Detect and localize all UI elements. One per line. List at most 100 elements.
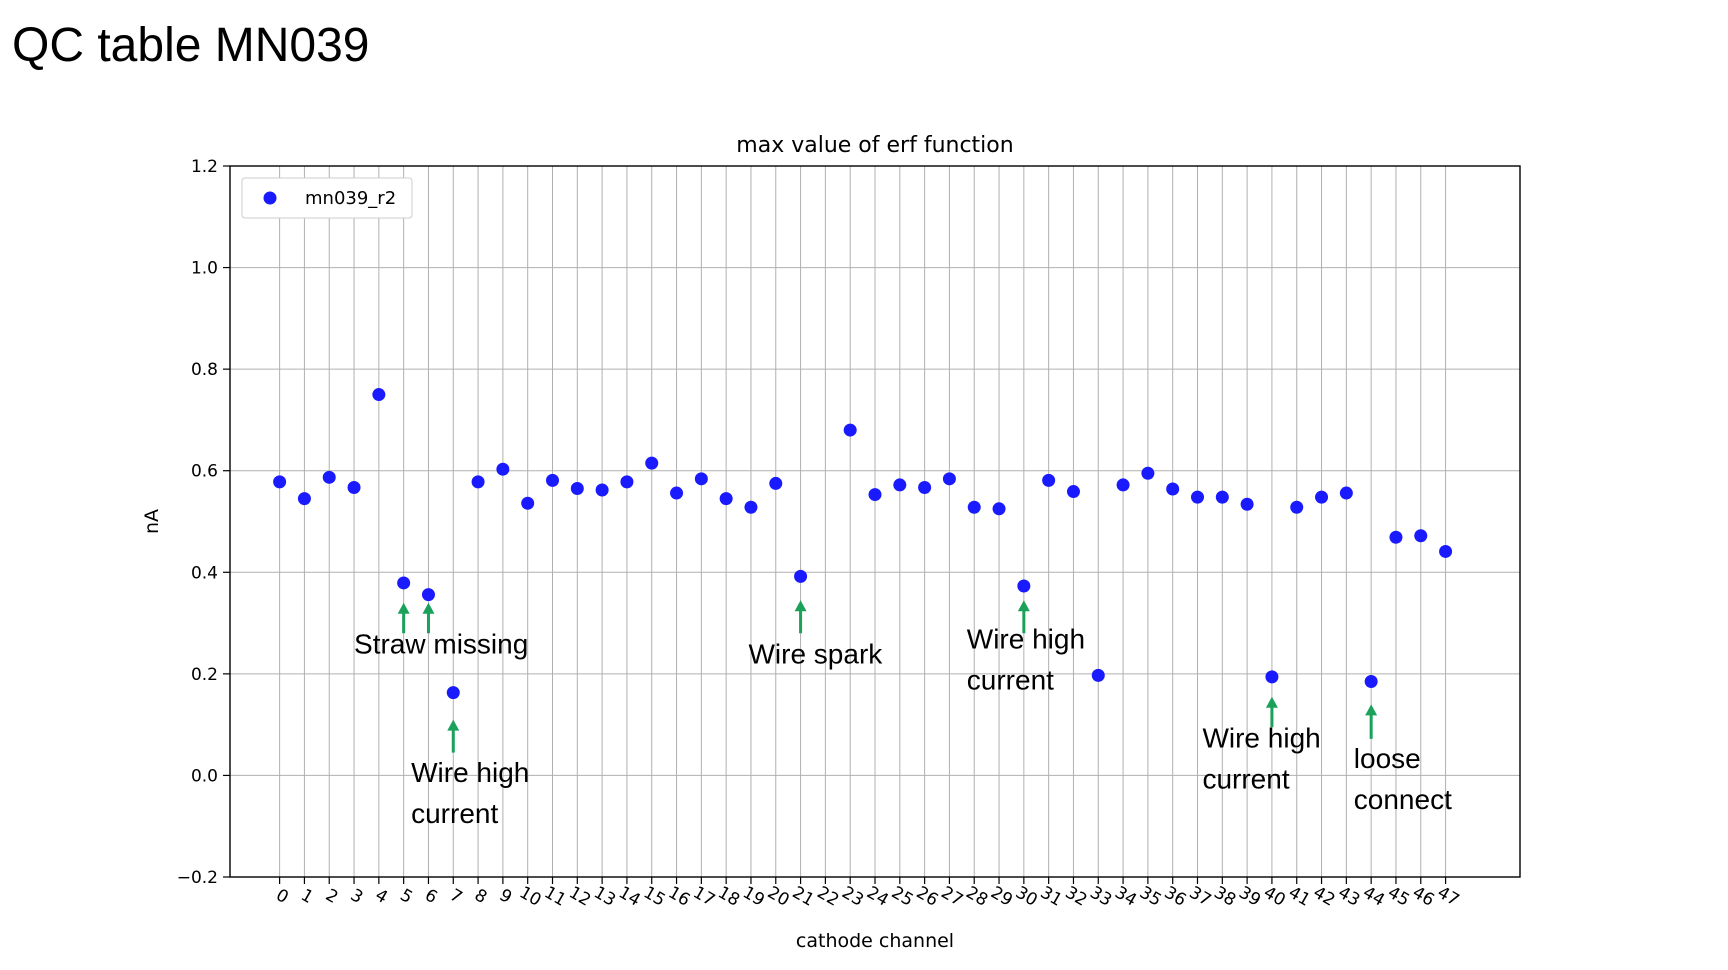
data-point	[843, 423, 857, 437]
data-point	[868, 488, 882, 502]
x-tick-label: 37	[1186, 883, 1215, 911]
annotation-arrow-head	[1365, 704, 1378, 716]
x-tick-label: 16	[665, 883, 694, 911]
data-point	[1439, 544, 1453, 558]
x-tick-label: 12	[565, 883, 594, 911]
annotation-label: Wire high	[967, 623, 1085, 654]
x-tick-label: 14	[615, 883, 644, 911]
data-point	[694, 472, 708, 486]
x-axis-label: cathode channel	[796, 930, 954, 952]
data-point	[893, 478, 907, 492]
annotation-label: loose	[1354, 743, 1421, 774]
x-tick-label: 18	[714, 883, 743, 911]
data-point	[471, 475, 485, 489]
x-tick-label: 44	[1359, 883, 1388, 911]
data-point	[1414, 529, 1428, 543]
x-tick-label: 2	[322, 885, 341, 908]
data-point	[1017, 579, 1031, 593]
data-point	[744, 500, 758, 514]
annotation-arrow-head	[397, 602, 410, 614]
data-point	[446, 686, 460, 700]
x-tick-label: 23	[838, 883, 867, 911]
data-point	[1066, 485, 1080, 499]
chart-title: max value of erf function	[736, 133, 1013, 158]
legend: mn039_r2	[241, 177, 413, 219]
data-point	[297, 492, 311, 506]
x-tick-label: 5	[396, 885, 415, 908]
data-point	[719, 492, 733, 506]
data-points	[273, 388, 1453, 700]
y-tick-label: 1.2	[191, 157, 218, 177]
data-point	[595, 483, 609, 497]
annotation-arrow-head	[1017, 600, 1030, 612]
x-tick-label: 30	[1012, 883, 1041, 911]
data-point	[322, 470, 336, 484]
x-tick-label: 4	[372, 885, 391, 908]
annotation-label: current	[967, 664, 1054, 695]
x-tick-label: 25	[888, 883, 917, 911]
x-tick-label: 35	[1136, 883, 1165, 911]
x-tick-label: 19	[739, 883, 768, 911]
annotation-arrow-head	[422, 602, 435, 614]
data-point	[1091, 668, 1105, 682]
x-tick-label: 36	[1161, 883, 1190, 911]
y-tick-label: 0.0	[191, 766, 218, 786]
annotation-arrow-head	[1265, 696, 1278, 708]
x-tick-label: 33	[1086, 883, 1115, 911]
data-point	[769, 476, 783, 490]
data-point	[1191, 490, 1204, 504]
y-tick-label: 0.4	[191, 563, 218, 583]
annotation-label: Wire high	[411, 757, 529, 788]
data-point	[1364, 674, 1378, 688]
x-tick-label: 27	[938, 883, 967, 911]
data-point	[1315, 490, 1329, 504]
x-tick-label: 0	[272, 885, 291, 908]
legend-series-label: mn039_r2	[305, 188, 396, 209]
data-point	[794, 569, 808, 583]
data-point	[347, 480, 361, 494]
y-axis-label: nA	[141, 509, 163, 534]
x-tick-label: 22	[814, 883, 843, 911]
data-point	[397, 576, 411, 590]
x-tick-label: 9	[496, 885, 515, 908]
annotation-arrow-head	[794, 600, 807, 612]
y-tick-label: 0.2	[191, 665, 218, 685]
data-point	[1240, 497, 1254, 511]
annotation-arrow-head	[447, 719, 460, 731]
x-tick-label: 32	[1062, 883, 1091, 911]
x-tick-label: 1	[297, 885, 316, 908]
x-tick-label: 15	[640, 883, 669, 911]
annotation-label: current	[411, 798, 498, 829]
x-tick-label: 8	[471, 885, 490, 908]
x-tick-label: 10	[516, 883, 545, 911]
data-point	[1141, 466, 1155, 480]
x-tick-label: 3	[347, 885, 366, 908]
data-point	[942, 472, 956, 486]
data-point	[1166, 482, 1180, 496]
x-tick-label: 21	[789, 883, 818, 911]
data-point	[1389, 530, 1403, 544]
x-tick-label: 31	[1037, 883, 1066, 911]
x-tick-label: 47	[1434, 883, 1463, 911]
slide-title: QC table MN039	[12, 19, 370, 72]
data-point	[570, 481, 584, 495]
y-tick-label: 0.6	[191, 462, 218, 482]
x-tick-label: 11	[541, 883, 570, 911]
data-point	[1042, 473, 1056, 487]
grid	[230, 165, 1520, 878]
x-tick-label: 13	[590, 883, 619, 911]
legend-box	[241, 177, 413, 219]
x-tick-label: 42	[1310, 883, 1339, 911]
data-point	[918, 480, 932, 494]
data-point	[546, 473, 559, 487]
data-point	[1339, 486, 1353, 500]
y-tick-label: −0.2	[177, 868, 218, 888]
x-tick-label: 26	[913, 883, 942, 911]
annotation-label: connect	[1354, 784, 1452, 815]
annotation-label: Wire spark	[748, 639, 883, 670]
data-point	[273, 475, 287, 489]
x-tick-label: 29	[987, 883, 1016, 911]
x-tick-label: 7	[446, 885, 465, 908]
x-tick-label: 43	[1334, 883, 1363, 911]
